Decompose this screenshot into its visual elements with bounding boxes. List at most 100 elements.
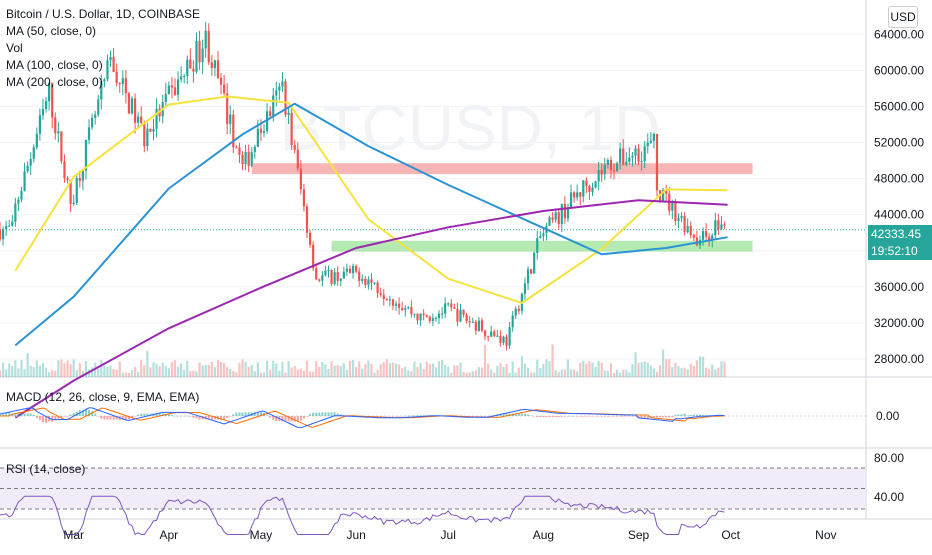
candle-body	[603, 164, 606, 175]
candle-body	[517, 308, 520, 311]
candle-body	[579, 192, 582, 197]
candle-body	[551, 217, 554, 220]
symbol-title[interactable]: Bitcoin / U.S. Dollar, 1D, COINBASE	[6, 7, 201, 21]
macd-histogram-bar	[266, 415, 269, 416]
rsi-legend[interactable]: RSI (14, close)	[6, 462, 86, 476]
volume-bar	[287, 360, 290, 377]
candle-body	[634, 148, 637, 156]
volume-bar	[361, 368, 364, 377]
indicator-ma100[interactable]: MA (100, close, 0)	[6, 58, 103, 72]
volume-bar	[391, 362, 395, 377]
macd-histogram-bar	[539, 416, 542, 418]
macd-histogram-bar	[419, 415, 422, 416]
candle-body	[183, 76, 186, 78]
macd-histogram-bar	[321, 412, 324, 416]
volume-bar	[342, 363, 345, 377]
support-zone	[331, 240, 753, 252]
volume-bar	[41, 363, 45, 377]
volume-bar	[628, 372, 631, 377]
macd-histogram-bar	[622, 416, 625, 417]
macd-histogram-bar	[665, 416, 668, 418]
macd-histogram-bar	[585, 416, 588, 417]
macd-histogram-bar	[23, 413, 26, 416]
volume-bar	[8, 363, 11, 377]
macd-legend[interactable]: MACD (12, 26, close, 9, EMA, EMA)	[6, 390, 200, 404]
macd-histogram-bar	[594, 416, 597, 417]
volume-bar	[358, 361, 361, 377]
volume-bar	[195, 371, 198, 377]
macd-histogram-bar	[88, 409, 91, 416]
currency-button[interactable]: USD	[888, 6, 918, 28]
volume-bar	[480, 367, 484, 377]
candle-body	[382, 294, 385, 300]
macd-histogram-bar	[376, 416, 379, 417]
macd-histogram-bar	[155, 413, 158, 416]
volume-bar	[705, 367, 708, 377]
candle-body	[84, 139, 88, 171]
volume-bar	[548, 361, 551, 377]
volume-bar	[692, 366, 695, 377]
candle-body	[342, 271, 345, 279]
macd-histogram-bar	[324, 412, 327, 416]
macd-histogram-bar	[186, 415, 189, 417]
volume-bar	[594, 367, 597, 377]
macd-histogram-bar	[91, 411, 94, 416]
candle-body	[502, 336, 505, 343]
macd-histogram-bar	[183, 415, 186, 417]
candle-body	[103, 79, 106, 82]
candle-body	[238, 147, 241, 155]
indicator-ma200[interactable]: MA (200, close, 0)	[6, 75, 103, 89]
volume-bar	[520, 356, 523, 377]
indicator-vol[interactable]: Vol	[6, 41, 23, 55]
ma100-line	[14, 102, 728, 347]
candle-body	[628, 157, 631, 162]
volume-bar	[695, 360, 698, 377]
volume-bar	[275, 363, 278, 377]
volume-bar	[477, 367, 481, 377]
volume-bar	[226, 366, 229, 377]
candle-body	[376, 282, 379, 294]
candle-body	[124, 78, 127, 94]
volume-bar	[711, 364, 714, 377]
candle-body	[450, 303, 453, 308]
macd-histogram-bar	[318, 412, 321, 416]
volume-bar	[296, 369, 299, 377]
macd-histogram-bar	[548, 416, 551, 418]
volume-bar	[229, 369, 232, 377]
macd-histogram-bar	[330, 412, 333, 416]
volume-bar	[723, 361, 726, 377]
candle-body	[437, 313, 441, 319]
candle-body	[643, 146, 646, 162]
volume-bar	[619, 372, 622, 377]
candle-body	[456, 308, 459, 322]
candle-body	[508, 327, 511, 346]
candle-body	[600, 169, 603, 175]
volume-bar	[410, 371, 413, 377]
macd-histogram-bar	[705, 415, 708, 416]
candle-body	[8, 225, 11, 227]
candle-body	[339, 278, 342, 281]
macd-histogram-bar	[385, 416, 388, 417]
volume-bar	[219, 361, 223, 377]
candle-body	[11, 221, 14, 226]
volume-bar	[560, 369, 563, 377]
volume-bar	[250, 364, 253, 377]
volume-bar	[431, 363, 434, 377]
candle-body	[407, 306, 410, 309]
macd-histogram-bar	[646, 416, 649, 420]
candles	[0, 21, 726, 351]
volume-bar	[539, 367, 542, 377]
volume-bar	[554, 370, 557, 377]
volume-bar	[106, 366, 109, 377]
indicator-ma50[interactable]: MA (50, close, 0)	[6, 24, 97, 38]
volume-bar	[683, 367, 686, 377]
candle-body	[256, 128, 259, 147]
candle-body	[582, 180, 585, 197]
candle-body	[554, 212, 557, 220]
candle-body	[477, 320, 481, 331]
macd-histogram-bar	[336, 413, 339, 416]
macd-tick-label: 0.00	[876, 409, 900, 423]
macd-histogram-bar	[127, 416, 130, 420]
